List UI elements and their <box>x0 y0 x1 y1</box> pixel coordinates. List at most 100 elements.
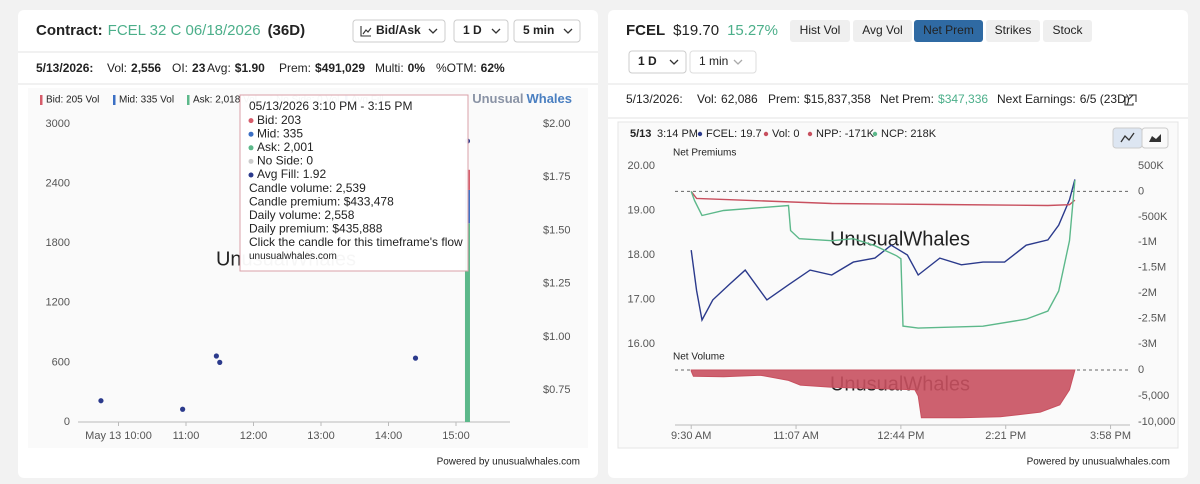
contract-dte: (36D) <box>268 22 306 39</box>
y-tick-label: 17.00 <box>627 293 655 305</box>
tooltip-dot <box>248 145 254 151</box>
tab[interactable] <box>790 20 850 42</box>
stat-value: $491,029 <box>315 61 365 75</box>
stat-label: Prem: <box>768 92 800 106</box>
series-line <box>690 179 1076 323</box>
dropdown-label: 1 D <box>638 54 657 68</box>
dropdown-label: 1 min <box>699 54 728 68</box>
dropdown-label: Bid/Ask <box>376 23 421 37</box>
x-tick-label: 3:58 PM <box>1090 430 1131 442</box>
tab-label: Strikes <box>995 23 1032 37</box>
change: 15.27% <box>727 22 778 39</box>
legend-dot <box>763 131 769 137</box>
y-tick-label: 19.00 <box>627 204 655 216</box>
y2-tick-label: $2.00 <box>543 118 571 130</box>
y2-tick-label: -500K <box>1138 211 1168 223</box>
avg-fill-point <box>213 353 219 359</box>
tooltip-dot <box>248 158 254 164</box>
stat-value: 23 <box>192 61 206 75</box>
dropdown[interactable] <box>453 19 509 43</box>
stat: OI: 23 <box>172 61 206 75</box>
x-tick-label: 11:00 <box>173 430 200 442</box>
legend-dot <box>697 131 703 137</box>
stat-label: OI: <box>172 61 188 75</box>
legend-label: Ask: 2,018 Vol <box>193 95 257 106</box>
tab[interactable] <box>1043 20 1092 42</box>
dropdown[interactable] <box>352 19 446 43</box>
tab-label: Avg Vol <box>862 23 902 37</box>
legend-date: 5/13 <box>630 128 651 140</box>
x-tick-label: 12:44 PM <box>877 430 924 442</box>
contract-header: Contract: FCEL 32 C 06/18/2026 (36D) <box>36 22 305 39</box>
stat-label: Vol: <box>107 61 127 75</box>
y-tick-label: 20.00 <box>627 160 655 172</box>
area-view-button[interactable] <box>1141 127 1169 149</box>
tab-label: Stock <box>1052 23 1083 37</box>
caret <box>491 28 501 34</box>
y2-tick-label: $1.50 <box>543 224 571 236</box>
stat: Vol: 62,086 <box>697 92 758 106</box>
legend-swatch <box>113 95 116 105</box>
tab[interactable] <box>853 20 912 42</box>
stat-label: Next Earnings: <box>997 92 1076 106</box>
y-tick-label: 1200 <box>46 297 70 309</box>
tooltip-dot <box>248 118 254 124</box>
y2-tick-label: -3M <box>1138 338 1157 350</box>
watermark: UnusualWhales <box>830 228 970 250</box>
x-tick-label: 13:00 <box>307 430 335 442</box>
y2-tick-label: $1.25 <box>543 278 571 290</box>
caret <box>428 28 438 34</box>
y-tick-label: 18.00 <box>627 249 655 261</box>
tab[interactable] <box>914 20 983 42</box>
tooltip-line[interactable]: Click the candle for this timeframe's fl… <box>249 235 463 249</box>
stats-date: 5/13/2026: <box>36 61 93 75</box>
x-tick-label: 2:21 PM <box>985 430 1026 442</box>
y2-tick-label: $1.00 <box>543 331 571 343</box>
y2-tick-label: 500K <box>1138 160 1164 172</box>
tooltip-line: Ask: 2,001 <box>257 140 314 154</box>
stat-label: Prem: <box>279 61 311 75</box>
y2-tick-label: -1M <box>1138 236 1157 248</box>
chart-label: Net Volume <box>673 352 725 363</box>
right-chart-area <box>617 121 1179 449</box>
footer: Powered by unusualwhales.com <box>1027 457 1170 468</box>
avg-fill-point <box>98 398 104 404</box>
stat-value: 2,556 <box>131 61 161 75</box>
stat: Net Prem: $347,336 <box>880 92 988 106</box>
y2-tick-label: -1.5M <box>1138 262 1166 274</box>
contract-name: FCEL 32 C 06/18/2026 <box>108 22 261 39</box>
stat-label: Net Prem: <box>880 92 934 106</box>
legend-label: Mid: 335 Vol <box>119 95 174 106</box>
ticker-header: FCEL $19.70 15.27% <box>626 22 778 39</box>
tooltip-line: Mid: 335 <box>257 126 303 140</box>
ticker: FCEL <box>626 22 665 39</box>
series-line <box>690 190 1076 207</box>
y-tick-label: 600 <box>52 356 70 368</box>
stat: Prem: $15,837,358 <box>768 92 871 106</box>
x-tick-label: 14:00 <box>375 430 403 442</box>
y2-tick-label: -2M <box>1138 287 1157 299</box>
stat-value: 62,086 <box>721 92 758 106</box>
x-tick-label: 9:30 AM <box>671 430 711 442</box>
x-tick-label: 11:07 AM <box>773 430 819 442</box>
dropdown[interactable] <box>628 50 687 74</box>
external-link-icon[interactable] <box>1124 94 1137 106</box>
stat-value: 62% <box>481 61 505 75</box>
caret <box>669 59 679 65</box>
legend-label: NCP: 218K <box>881 128 937 140</box>
stat: Next Earnings: 6/5 (23D) <box>997 92 1130 106</box>
x-tick-label: 12:00 <box>240 430 268 442</box>
tooltip-line: Daily premium: $435,888 <box>249 222 383 236</box>
stat-value: 0% <box>408 61 426 75</box>
legend-label: NPP: -171K <box>816 128 875 140</box>
brand-part: Whales <box>526 91 572 106</box>
dropdown-label: 5 min <box>523 23 554 37</box>
y-tick-label: 0 <box>1138 364 1144 376</box>
dropdown[interactable] <box>513 19 581 43</box>
tab[interactable] <box>986 20 1040 42</box>
stat: %OTM: 62% <box>436 61 505 75</box>
stat-value: $347,336 <box>938 92 988 106</box>
volume-bar <box>464 223 470 422</box>
stat-label: Multi: <box>375 61 404 75</box>
